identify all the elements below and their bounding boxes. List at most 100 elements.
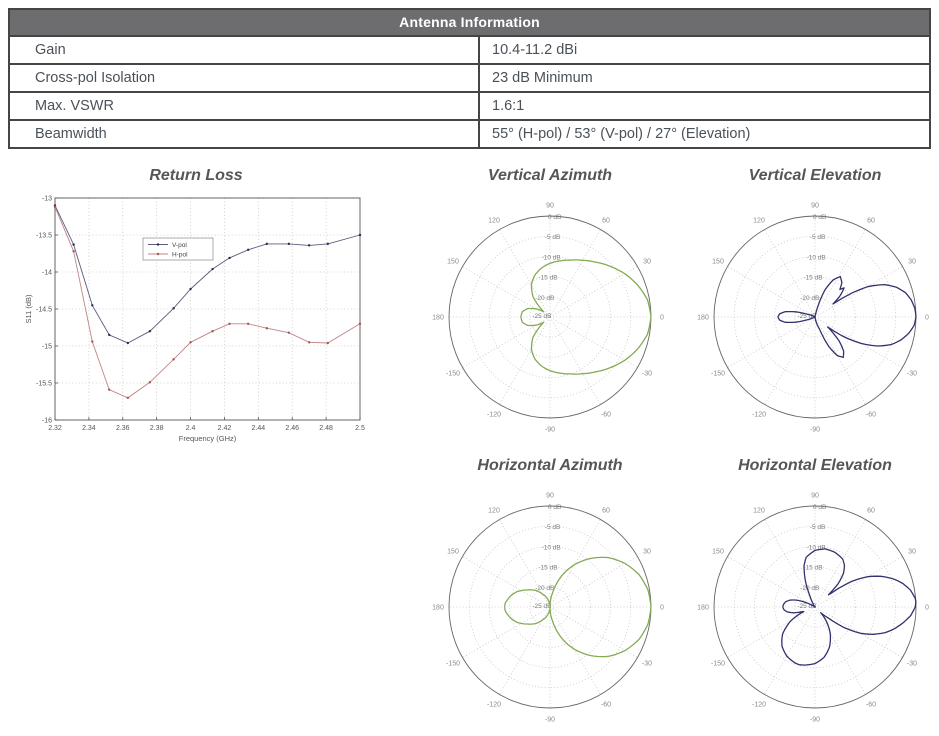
marker <box>91 340 94 343</box>
x-tick-label: 2.44 <box>252 425 266 432</box>
marker <box>265 327 269 330</box>
marker <box>53 205 57 209</box>
angle-label: 90 <box>546 203 554 210</box>
angle-label: -60 <box>601 411 611 418</box>
angle-label: 60 <box>602 218 610 225</box>
legend-label: V-pol <box>172 242 187 249</box>
radiation-pattern-trace <box>781 548 917 666</box>
angle-label: 120 <box>488 508 500 515</box>
angle-label: 150 <box>712 549 724 556</box>
angle-label: 120 <box>753 218 765 225</box>
x-tick-label: 2.42 <box>218 425 232 432</box>
angle-label: 60 <box>867 508 875 515</box>
angle-label: -150 <box>711 371 725 378</box>
angle-label: -90 <box>545 717 555 724</box>
x-tick-label: 2.46 <box>285 425 299 432</box>
angle-label: 30 <box>643 549 651 556</box>
polar-grid <box>714 506 916 708</box>
polar-grid <box>714 216 916 418</box>
radial-db-label: -25 dB <box>797 313 816 320</box>
angle-label: -150 <box>711 661 725 668</box>
row-label: Beamwidth <box>35 126 107 142</box>
horizontal-azimuth-block: Horizontal Azimuth 0 30 60 90 120 150 180 -150 -… <box>420 456 680 732</box>
vertical-elevation-title: Vertical Elevation <box>748 167 882 184</box>
marker <box>126 396 130 399</box>
x-axis-label: Frequency (GHz) <box>179 434 237 443</box>
angle-label: 90 <box>811 203 819 210</box>
radial-db-label: -5 dB <box>545 524 561 531</box>
radiation-pattern-trace <box>503 556 652 658</box>
marker <box>108 333 111 337</box>
angle-label: 90 <box>546 493 554 500</box>
return-loss-chart: 2.32 2.34 2.36 2.38 2.4 2.42 2.44 2.46 2.48 2.5 -1… <box>24 196 365 444</box>
vertical-azimuth-title: Vertical Azimuth <box>487 167 613 184</box>
angle-label: -120 <box>752 701 766 708</box>
radial-db-label: -15 dB <box>538 275 557 282</box>
marker <box>265 242 269 246</box>
radial-db-label: -5 dB <box>810 524 826 531</box>
radial-db-label: -5 dB <box>545 234 561 241</box>
x-tick-label: 2.34 <box>82 425 96 432</box>
angle-label: 60 <box>867 218 875 225</box>
y-tick-label: -15 <box>42 344 52 351</box>
y-axis-label: S11 (dB) <box>24 294 33 324</box>
x-tick-label: 2.4 <box>186 425 196 432</box>
marker <box>287 242 291 246</box>
horizontal-azimuth-polar-chart: 0 30 60 90 120 150 180 -150 -120 -90 -60 -30 0 dB -5 … <box>432 493 664 724</box>
row-value: 23 dB Minimum <box>478 65 929 91</box>
marker <box>172 307 175 310</box>
vertical-azimuth-block: Vertical Azimuth 0 30 60 90 120 150 180 -150 -12… <box>420 166 680 442</box>
table-row-vswr: Max. VSWR 1.6:1 <box>10 91 929 119</box>
series-h-pol <box>54 206 361 399</box>
vertical-azimuth-polar-chart: 0 30 60 90 120 150 180 -150 -120 -90 -60 -30 0 dB -5 … <box>432 203 664 434</box>
marker <box>326 341 330 345</box>
radiation-pattern-trace <box>777 275 917 359</box>
radial-db-label: -15 dB <box>803 275 822 282</box>
angle-label: 180 <box>697 315 709 322</box>
table-row-beamwidth: Beamwidth 55° (H-pol) / 53° (V-pol) / 27… <box>10 119 929 147</box>
marker <box>228 322 231 325</box>
marker <box>326 242 330 246</box>
marker <box>307 244 311 247</box>
marker <box>246 248 250 251</box>
series-v-pol <box>54 205 361 344</box>
marker <box>148 381 152 384</box>
angle-label: -60 <box>866 411 876 418</box>
angle-label: 120 <box>753 508 765 515</box>
y-tick-label: -14.5 <box>36 307 52 314</box>
angle-label: -90 <box>810 717 820 724</box>
y-tick-label: -14 <box>42 270 52 277</box>
angle-label: -150 <box>446 371 460 378</box>
angle-label: 30 <box>643 259 651 266</box>
marker <box>189 287 192 291</box>
row-label: Gain <box>35 42 66 58</box>
table-row-crosspol: Cross-pol Isolation 23 dB Minimum <box>10 63 929 91</box>
angle-label: 60 <box>602 508 610 515</box>
radial-db-label: -20 dB <box>800 585 819 592</box>
antenna-info-table: Antenna Information Gain 10.4-11.2 dBi C… <box>8 8 931 149</box>
marker <box>211 330 214 333</box>
marker <box>246 322 250 325</box>
angle-label: -60 <box>601 701 611 708</box>
angle-label: -30 <box>642 371 652 378</box>
row-label: Max. VSWR <box>35 98 114 114</box>
radial-db-label: -20 dB <box>535 585 554 592</box>
x-tick-label: 2.48 <box>319 425 333 432</box>
radial-db-label: -25 dB <box>532 313 551 320</box>
angle-label: 180 <box>697 605 709 612</box>
x-tick-label: 2.32 <box>48 425 62 432</box>
angle-label: 0 <box>660 605 664 612</box>
vertical-elevation-polar-chart: 0 30 60 90 120 150 180 -150 -120 -90 -60 -30 0 dB -5 … <box>697 203 929 434</box>
angle-label: -120 <box>487 411 501 418</box>
x-tick-label: 2.38 <box>150 425 164 432</box>
angle-label: -30 <box>642 661 652 668</box>
angle-label: 30 <box>908 259 916 266</box>
angle-label: -60 <box>866 701 876 708</box>
marker <box>189 341 192 344</box>
marker <box>211 267 214 271</box>
row-value: 10.4-11.2 dBi <box>478 37 929 63</box>
angle-label: 180 <box>432 605 444 612</box>
radial-db-label: -10 dB <box>542 544 561 551</box>
angle-label: -150 <box>446 661 460 668</box>
marker <box>172 358 175 361</box>
